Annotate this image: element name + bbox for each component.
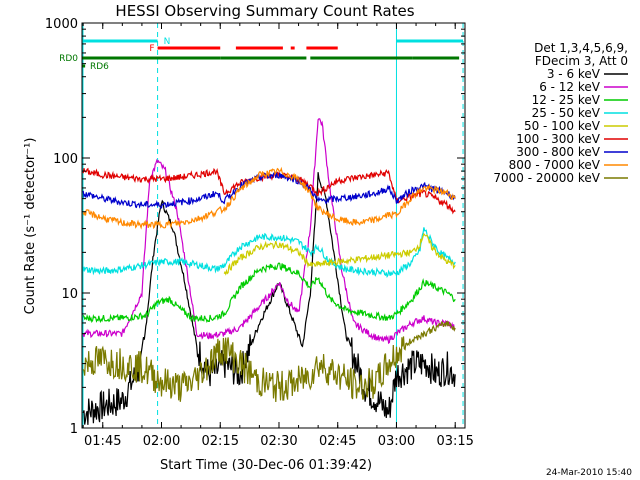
plot-frame (81, 22, 466, 429)
series-line-4 (223, 232, 456, 276)
chart-title: HESSI Observing Summary Count Rates (115, 2, 414, 20)
legend-label: 300 - 800 keV (516, 145, 600, 159)
x-tick-label: 01:45 (84, 434, 121, 449)
x-axis: 01:45 02:00 02:15 02:30 02:45 03:00 03:15 (82, 23, 474, 449)
legend-label: 12 - 25 keV (532, 93, 601, 107)
legend-label: 3 - 6 keV (547, 67, 601, 81)
flag-bars: NF RD0 RD6 (59, 37, 464, 72)
y-axis: 1 10 100 1000 (45, 17, 465, 437)
legend-label: 50 - 100 keV (524, 119, 601, 133)
x-tick-label: 02:00 (143, 434, 180, 449)
legend-header: FDecim 3, Att 0 (535, 54, 628, 68)
x-tick-label: 02:45 (319, 434, 356, 449)
legend-label: 7000 - 20000 keV (493, 171, 600, 185)
legend: Det 1,3,4,5,6,9,FDecim 3, Att 03 - 6 keV… (493, 41, 628, 185)
series-line-3 (82, 227, 456, 279)
series-line-8 (82, 320, 456, 403)
flag-label: RD0 (59, 54, 78, 64)
legend-label: 100 - 300 keV (516, 132, 600, 146)
x-tick-label: 03:15 (436, 434, 473, 449)
timestamp-annotation: 24-Mar-2010 15:40 (546, 468, 632, 478)
flag-label: RD6 (90, 62, 109, 72)
y-tick-label: 1000 (45, 17, 78, 32)
x-tick-label: 02:30 (260, 434, 297, 449)
series-layer (82, 118, 456, 425)
x-tick-label: 03:00 (378, 434, 415, 449)
flag-label: F (149, 44, 154, 54)
legend-header: Det 1,3,4,5,6,9, (534, 41, 628, 55)
legend-label: 800 - 7000 keV (509, 158, 601, 172)
y-tick-label: 10 (61, 287, 78, 302)
legend-label: 25 - 50 keV (532, 106, 601, 120)
series-line-0 (82, 172, 456, 425)
y-tick-label: 1 (70, 422, 78, 437)
flag-label: N (164, 37, 171, 47)
series-line-7 (82, 166, 456, 230)
x-tick-label: 02:15 (202, 434, 239, 449)
vertical-dashed-markers (82, 23, 464, 428)
y-axis-label: Count Rate (s⁻¹ detector⁻¹) (23, 138, 38, 315)
series-line-2 (82, 262, 456, 324)
x-axis-label: Start Time (30-Dec-06 01:39:42) (160, 458, 372, 473)
y-tick-label: 100 (53, 152, 78, 167)
series-line-1 (82, 118, 456, 345)
legend-label: 6 - 12 keV (539, 80, 601, 94)
